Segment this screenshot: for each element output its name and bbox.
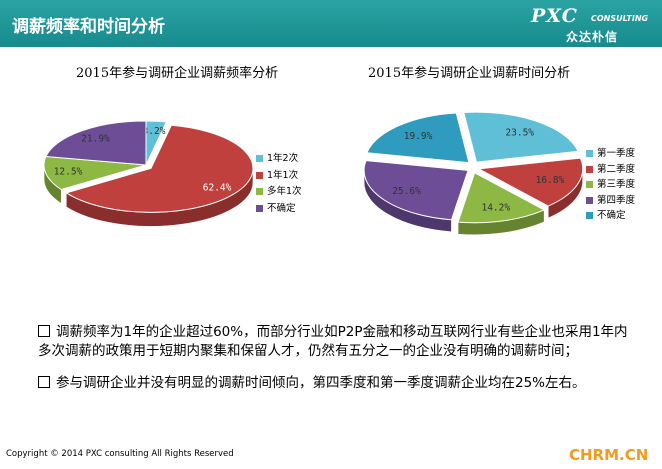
page-title: 调薪频率和时间分析 xyxy=(12,17,165,37)
legend-frequency: 1年2次 1年1次多年1次不确定 xyxy=(256,151,302,217)
legend-item: 第三季度 xyxy=(586,177,635,193)
chrm-watermark: CHRM.CN xyxy=(569,446,649,464)
slice-label-0-0: 3.2% xyxy=(143,126,166,137)
legend-timing: 第一季度第二季度第三季度第四季度不确定 xyxy=(586,146,635,224)
slice-label-0-3: 21.9% xyxy=(81,133,110,144)
legend-swatch xyxy=(586,196,593,204)
copyright-footer: Copyright © 2014 PXC consulting All Righ… xyxy=(6,449,234,459)
slice-label-0-1: 62.4% xyxy=(203,182,232,193)
paragraph-2: 参与调研企业并没有明显的调薪时间倾向，第四季度和第一季度调薪企业均在25%左右。 xyxy=(38,374,638,393)
legend-swatch xyxy=(586,165,593,173)
legend-label: 不确定 xyxy=(267,202,296,214)
legend-label: 第一季度 xyxy=(597,148,636,159)
pie-chart-0: 3.2% 62.4% 12.5% 21.9% xyxy=(43,120,254,227)
legend-label: 1年2次 xyxy=(267,153,299,164)
chart-title-timing: 2015年参与调研企业调薪时间分析 xyxy=(368,66,571,81)
pie-slice-1-3 xyxy=(363,160,469,221)
pie-slice-0-1 xyxy=(65,124,254,213)
checkbox-bullet-icon xyxy=(38,376,50,388)
legend-label: 第四季度 xyxy=(597,194,636,206)
legend-item: 不确定 xyxy=(256,201,302,218)
legend-swatch xyxy=(256,171,263,179)
legend-swatch xyxy=(256,155,263,162)
legend-label: 第三季度 xyxy=(597,179,636,190)
pie-slice-0-2 xyxy=(43,155,147,191)
pie-chart-1: 23.5% 16.8% 14.2% 25.6% 19.9% xyxy=(363,111,584,236)
legend-swatch xyxy=(586,212,593,219)
slice-label-1-0: 23.5% xyxy=(505,128,534,139)
pie-slice-1-2 xyxy=(457,172,546,224)
header-bar: 调薪频率和时间分析 PXC CONSULTING 众达朴信 xyxy=(0,0,662,47)
legend-label: 1年1次 xyxy=(267,169,299,181)
pie-slice-1-0 xyxy=(463,111,579,163)
legend-item: 第二季度 xyxy=(586,162,635,178)
pie-slice-0-3 xyxy=(45,120,147,166)
legend-swatch xyxy=(256,204,263,212)
slice-label-1-1: 16.8% xyxy=(536,175,565,186)
legend-label: 不确定 xyxy=(597,210,626,221)
legend-label: 第二季度 xyxy=(597,163,636,175)
legend-item: 多年1次 xyxy=(256,184,302,201)
legend-item: 第四季度 xyxy=(586,193,635,209)
legend-item: 第一季度 xyxy=(586,146,635,162)
slice-label-1-2: 14.2% xyxy=(481,202,510,213)
analysis-text: 调薪频率为1年的企业超过60%，而部分行业如P2P金融和移动互联网行业有些企业也… xyxy=(38,323,638,407)
slice-label-1-3: 25.6% xyxy=(392,186,421,197)
legend-item: 1年2次 xyxy=(256,151,302,168)
slice-label-0-2: 12.5% xyxy=(54,167,83,178)
legend-item: 不确定 xyxy=(586,208,635,224)
chart-title-frequency: 2015年参与调研企业调薪频率分析 xyxy=(76,66,279,81)
slice-label-1-4: 19.9% xyxy=(404,131,433,142)
legend-item: 1年1次 xyxy=(256,168,302,185)
paragraph-1: 调薪频率为1年的企业超过60%，而部分行业如P2P金融和移动互联网行业有些企业也… xyxy=(38,324,628,359)
checkbox-bullet-icon xyxy=(38,325,50,337)
legend-label: 多年1次 xyxy=(267,186,302,197)
pie-slice-1-1 xyxy=(477,157,584,207)
legend-swatch xyxy=(586,150,593,157)
legend-swatch xyxy=(586,181,593,188)
legend-swatch xyxy=(256,188,263,195)
pie-slice-1-4 xyxy=(366,112,470,164)
